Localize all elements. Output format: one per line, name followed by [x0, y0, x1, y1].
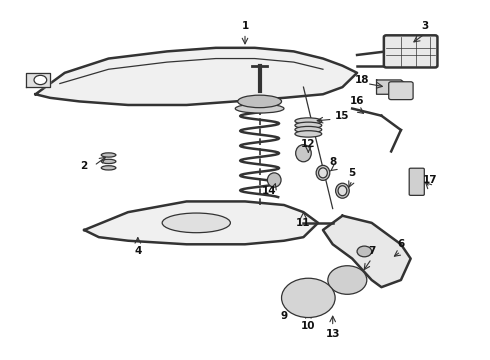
- Text: 6: 6: [397, 239, 405, 249]
- Ellipse shape: [268, 173, 281, 187]
- Polygon shape: [376, 80, 411, 94]
- Ellipse shape: [162, 213, 230, 233]
- Polygon shape: [35, 48, 357, 105]
- Text: 13: 13: [325, 329, 340, 339]
- Text: 11: 11: [296, 218, 311, 228]
- Polygon shape: [323, 216, 411, 287]
- Text: 9: 9: [280, 311, 288, 321]
- Circle shape: [34, 75, 47, 85]
- Ellipse shape: [101, 159, 116, 163]
- Circle shape: [335, 271, 360, 289]
- Ellipse shape: [295, 126, 322, 133]
- Ellipse shape: [295, 131, 322, 137]
- Text: 12: 12: [301, 139, 316, 149]
- Circle shape: [297, 290, 319, 306]
- Text: 7: 7: [368, 247, 375, 256]
- Polygon shape: [26, 73, 50, 87]
- FancyBboxPatch shape: [409, 168, 424, 195]
- Ellipse shape: [101, 153, 116, 157]
- Text: 14: 14: [262, 186, 277, 196]
- Polygon shape: [84, 202, 318, 244]
- Ellipse shape: [336, 183, 349, 198]
- Ellipse shape: [338, 186, 347, 196]
- FancyBboxPatch shape: [389, 82, 413, 100]
- Text: 2: 2: [80, 161, 88, 171]
- Text: 10: 10: [301, 321, 316, 332]
- Text: 1: 1: [242, 21, 248, 31]
- Ellipse shape: [295, 122, 322, 129]
- Circle shape: [303, 294, 313, 301]
- Text: 3: 3: [422, 21, 429, 31]
- Ellipse shape: [295, 145, 311, 162]
- Ellipse shape: [295, 118, 322, 124]
- Ellipse shape: [316, 165, 330, 180]
- Circle shape: [282, 278, 335, 318]
- FancyBboxPatch shape: [384, 35, 438, 67]
- Ellipse shape: [235, 104, 284, 113]
- Text: 16: 16: [350, 96, 364, 107]
- Text: 17: 17: [423, 175, 438, 185]
- Text: 4: 4: [134, 247, 142, 256]
- Ellipse shape: [101, 166, 116, 170]
- Text: 8: 8: [329, 157, 336, 167]
- Text: 5: 5: [348, 168, 356, 178]
- Circle shape: [328, 266, 367, 294]
- Text: 18: 18: [355, 75, 369, 85]
- Text: 15: 15: [335, 111, 350, 121]
- Circle shape: [357, 246, 372, 257]
- Ellipse shape: [238, 95, 282, 108]
- Circle shape: [342, 276, 353, 284]
- Ellipse shape: [318, 168, 327, 178]
- Circle shape: [290, 284, 327, 311]
